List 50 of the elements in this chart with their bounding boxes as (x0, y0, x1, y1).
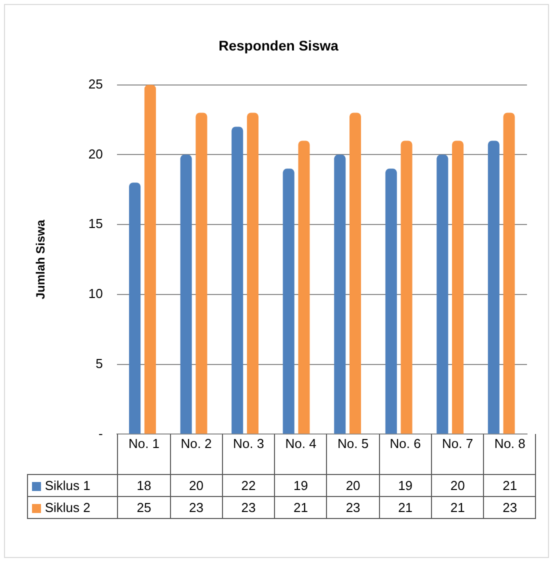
x-tick-label: No. 2 (170, 434, 222, 475)
data-label: 23 (222, 496, 275, 519)
bar (436, 154, 448, 434)
bar (385, 168, 397, 434)
data-label: 25 (118, 496, 170, 519)
data-label: 20 (170, 474, 222, 497)
y-tick-label: 10 (88, 286, 103, 302)
x-tick-label: No. 7 (431, 434, 484, 475)
bar (144, 84, 156, 434)
data-label: 21 (431, 496, 484, 519)
bar (196, 112, 208, 434)
data-label: 18 (118, 474, 170, 497)
data-label: 19 (274, 474, 327, 497)
bar (246, 112, 258, 434)
x-tick-label: No. 3 (222, 434, 275, 475)
data-label: 21 (484, 474, 536, 497)
bar (400, 140, 412, 434)
bar (232, 126, 244, 434)
data-label: 19 (379, 474, 432, 497)
bar (488, 140, 500, 434)
y-axis-title: Jumlah Siswa (34, 219, 48, 300)
bar (298, 140, 310, 434)
legend-label: Siklus 1 (27, 474, 118, 497)
data-label: 20 (326, 474, 380, 497)
y-tick-label: 5 (96, 356, 103, 371)
data-label: 21 (379, 496, 432, 519)
bar (180, 154, 192, 434)
chart-title: Responden Siswa (218, 37, 339, 54)
data-label: 22 (222, 474, 275, 497)
x-tick-label: No. 8 (484, 434, 536, 475)
x-tick-label: No. 1 (118, 434, 170, 475)
y-tick-label: 25 (88, 76, 103, 92)
x-tick-label: No. 6 (379, 434, 432, 475)
y-tick-label: 20 (88, 146, 103, 162)
bar (349, 112, 362, 434)
data-label: 23 (170, 496, 222, 519)
bar (334, 154, 346, 434)
x-tick-label: No. 4 (274, 434, 327, 475)
bar (503, 112, 515, 434)
data-label: 21 (274, 496, 327, 519)
bar (282, 168, 294, 434)
y-tick-label: - (98, 426, 103, 441)
bar (129, 182, 141, 434)
bar (452, 140, 464, 434)
data-label: 23 (484, 496, 536, 519)
data-label: 20 (431, 474, 484, 497)
x-tick-label: No. 5 (326, 434, 380, 475)
data-label: 23 (326, 496, 380, 519)
y-tick-label: 15 (88, 216, 103, 232)
legend-label: Siklus 2 (27, 496, 118, 519)
